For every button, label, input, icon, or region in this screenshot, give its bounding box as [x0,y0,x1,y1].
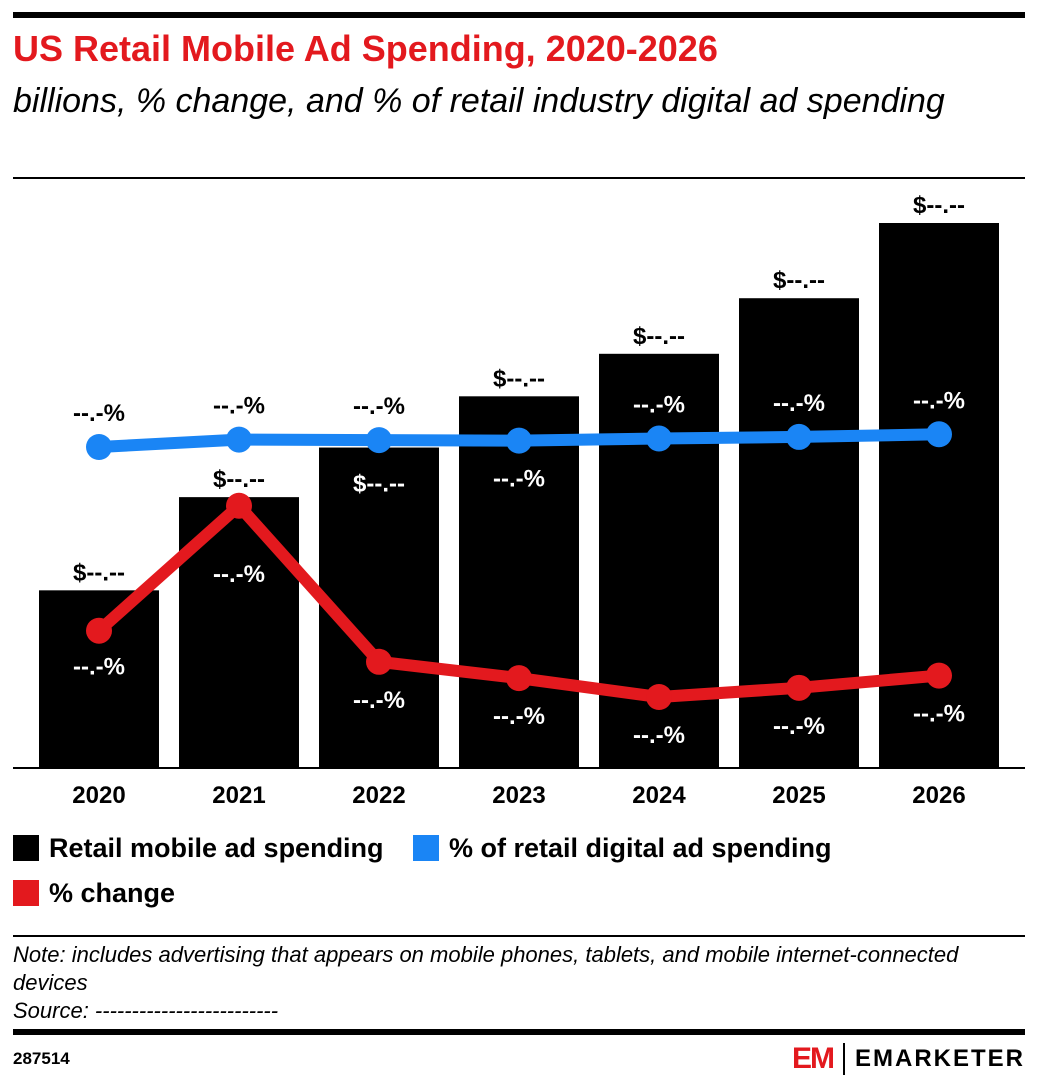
share-label: --.-% [493,466,545,493]
change-point [506,665,532,692]
legend-swatch-black [13,835,39,861]
brand-separator [842,1043,845,1075]
x-tick-label: 2026 [912,782,965,809]
share-point [646,425,672,452]
change-point [926,662,952,689]
share-label: --.-% [213,393,265,420]
change-label: --.-% [773,713,825,740]
chart-id: 287514 [13,1049,70,1068]
bar-value-label: $--.-- [73,559,125,586]
change-point [646,684,672,710]
bar [319,447,439,768]
footnote: Note: includes advertising that appears … [13,942,959,995]
share-point [226,426,252,453]
change-point [86,617,112,644]
change-point [786,674,812,701]
x-tick-label: 2024 [632,782,686,809]
notes-divider [13,935,1025,937]
chart-subtitle: billions, % change, and % of retail indu… [13,82,945,120]
x-tick-label: 2020 [72,782,125,809]
change-label: --.-% [633,722,685,749]
bar-value-label: $--.-- [353,471,405,498]
share-point [86,434,112,460]
share-label: --.-% [633,392,685,419]
legend-label-spending: Retail mobile ad spending [49,832,384,863]
bar-value-label: $--.-- [773,267,825,294]
change-label: --.-% [353,687,405,714]
share-label: --.-% [353,393,405,420]
change-point [226,492,252,519]
share-point [926,421,952,448]
bottom-rule [13,1029,1025,1035]
change-label: --.-% [213,561,265,588]
emarketer-logo: EM EMARKETER [792,1042,1025,1076]
header-divider [13,177,1025,179]
brand-mark: EM [791,1042,835,1075]
share-point [366,427,392,454]
legend-item-spending: Retail mobile ad spending [13,832,384,863]
share-label: --.-% [913,387,965,414]
legend-label-change: % change [49,877,176,908]
x-tick-label: 2022 [352,782,405,809]
source-line: Source: ------------------------- [13,998,279,1023]
legend-swatch-red [13,880,39,906]
brand-name: EMARKETER [854,1045,1025,1072]
x-tick-label: 2021 [212,782,265,809]
share-point [506,427,532,454]
x-tick-label: 2025 [772,782,825,809]
x-tick-label: 2023 [492,782,545,809]
legend-swatch-blue [413,835,439,861]
bar-value-label: $--.-- [213,466,265,493]
bar [459,396,579,768]
share-label: --.-% [73,400,125,427]
chart-title: US Retail Mobile Ad Spending, 2020-2026 [13,28,718,69]
share-label: --.-% [773,390,825,417]
change-label: --.-% [73,654,125,681]
change-point [366,648,392,675]
share-point [786,423,812,450]
bar-value-label: $--.-- [913,192,965,219]
bar-value-label: $--.-- [493,365,545,392]
bar-value-label: $--.-- [633,323,685,350]
legend-item-change: % change [13,877,176,908]
change-label: --.-% [493,703,545,730]
chart-plot: $--.-- $--.-- $--.-- $--.-- $--.-- $--.-- $--.… [13,192,1025,809]
legend-label-share: % of retail digital ad spending [449,832,832,863]
legend-item-share: % of retail digital ad spending [413,832,832,863]
top-rule [13,12,1025,18]
change-label: --.-% [913,701,965,728]
